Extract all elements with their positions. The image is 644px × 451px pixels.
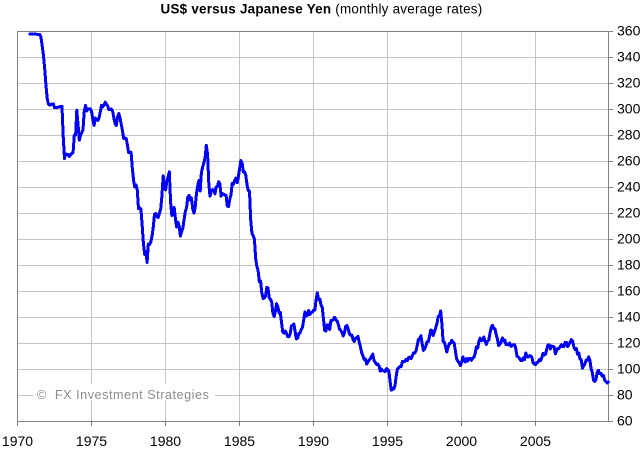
- svg-text:340: 340: [617, 49, 641, 65]
- svg-text:240: 240: [617, 179, 641, 195]
- svg-text:1980: 1980: [150, 433, 181, 449]
- svg-text:© FX Investment Strategies: © FX Investment Strategies: [37, 388, 209, 402]
- svg-text:300: 300: [617, 101, 641, 117]
- svg-text:260: 260: [617, 153, 641, 169]
- svg-text:US$ versus Japanese Yen (month: US$ versus Japanese Yen (monthly average…: [161, 2, 483, 17]
- svg-text:80: 80: [617, 387, 633, 403]
- svg-text:1990: 1990: [298, 433, 329, 449]
- svg-text:60: 60: [617, 413, 633, 429]
- svg-text:1970: 1970: [2, 433, 33, 449]
- svg-text:1995: 1995: [372, 433, 403, 449]
- svg-text:180: 180: [617, 257, 641, 273]
- svg-text:100: 100: [617, 361, 641, 377]
- svg-text:320: 320: [617, 75, 641, 91]
- svg-text:2005: 2005: [520, 433, 551, 449]
- svg-text:140: 140: [617, 309, 641, 325]
- svg-text:1975: 1975: [76, 433, 107, 449]
- svg-text:360: 360: [617, 23, 641, 39]
- svg-text:120: 120: [617, 335, 641, 351]
- svg-text:280: 280: [617, 127, 641, 143]
- svg-text:220: 220: [617, 205, 641, 221]
- svg-text:1985: 1985: [224, 433, 255, 449]
- svg-text:200: 200: [617, 231, 641, 247]
- svg-text:160: 160: [617, 283, 641, 299]
- svg-text:2000: 2000: [446, 433, 477, 449]
